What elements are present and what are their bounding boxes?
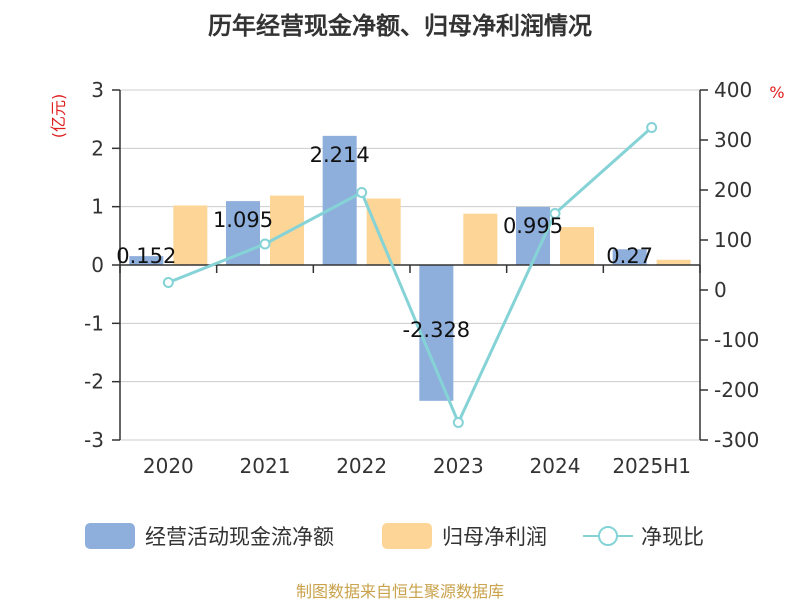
left-tick-label: 2 (91, 136, 104, 160)
bar-cash-2023 (419, 265, 454, 401)
axes: 3 2 1 0 -1 -2 -3 400 300 200 100 0 -100 -200 -300 2020 2… (49, 78, 785, 478)
source-note: 制图数据来自恒生聚源数据库 (295, 582, 504, 601)
category-label: 2024 (530, 454, 581, 478)
bar-cash-2022 (322, 135, 357, 265)
category-label: 2025H1 (612, 454, 691, 478)
right-tick-label: 0 (714, 278, 727, 302)
category-label: 2023 (433, 454, 484, 478)
chart: 3 2 1 0 -1 -2 -3 400 300 200 100 0 -100 -200 -300 2020 2… (49, 78, 785, 478)
legend-swatch-profit (382, 523, 432, 549)
category-label: 2022 (336, 454, 387, 478)
ratio-point-2022 (356, 187, 368, 198)
bar-profit-2022 (366, 198, 401, 265)
category-label: 2021 (240, 454, 291, 478)
ratio-point-2025H1 (646, 122, 658, 133)
legend-label-ratio: 净现比 (641, 525, 704, 549)
legend-item-cash[interactable]: 经营活动现金流净额 (85, 518, 334, 554)
legend-label-cash: 经营活动现金流净额 (145, 525, 334, 549)
right-tick-label: 400 (714, 78, 752, 102)
data-label-cash-2022: 2.214 (310, 143, 370, 167)
right-tick-label: -200 (714, 378, 759, 402)
right-tick-label: -300 (714, 428, 759, 452)
ratio-point-2023 (452, 417, 464, 428)
legend-swatch-cash (85, 523, 135, 549)
ratio-point-2021 (259, 238, 271, 250)
category-label: 2020 (143, 454, 194, 478)
right-tick-label: 300 (714, 128, 752, 152)
data-label-cash-2021: 1.095 (213, 208, 273, 232)
bar-profit-2024 (560, 227, 594, 265)
left-tick-label: -3 (84, 428, 104, 452)
right-tick-label: 200 (714, 178, 752, 202)
ratio-point-2020 (162, 277, 174, 288)
bar-cash-2025H1 (612, 249, 647, 265)
right-tick-label: -100 (714, 328, 759, 352)
legend-item-profit[interactable]: 归母净利润 (382, 518, 547, 554)
left-tick-label: 1 (91, 195, 104, 219)
bar-profit-2025H1 (656, 259, 691, 265)
right-tick-label: 100 (714, 228, 752, 252)
left-tick-label: -1 (84, 311, 104, 335)
left-tick-label: -2 (84, 370, 104, 394)
data-label-cash-2025H1: 0.27 (606, 244, 653, 268)
ratio-polyline (167, 126, 653, 427)
bar-profit-2020 (173, 205, 208, 265)
chart-title: 历年经营现金净额、归母净利润情况 (208, 12, 592, 40)
legend-item-ratio[interactable]: 净现比 (583, 518, 704, 554)
legend-swatch-ratio (583, 523, 633, 549)
bar-profit-2023 (463, 213, 498, 265)
legend-label-profit: 归母净利润 (442, 525, 547, 549)
legend: 经营活动现金流净额 归母净利润 净现比 (0, 518, 800, 554)
data-label-cash-2023: -2.328 (402, 318, 470, 342)
ratio-point-2024 (549, 208, 561, 219)
data-label-cash-2020: 0.152 (116, 244, 176, 268)
bar-cash-2020 (129, 256, 164, 265)
ratio-line (162, 122, 658, 428)
data-labels: 0.152 1.095 2.214 -2.328 0.995 0.27 (116, 143, 653, 342)
bar-profit-2021 (270, 195, 304, 265)
left-axis-unit: (亿元) (49, 94, 68, 139)
left-tick-label: 0 (91, 253, 104, 277)
left-tick-label: 3 (91, 78, 104, 102)
right-axis-unit: % (769, 83, 784, 102)
data-label-cash-2024: 0.995 (503, 214, 563, 238)
bars (129, 135, 691, 401)
